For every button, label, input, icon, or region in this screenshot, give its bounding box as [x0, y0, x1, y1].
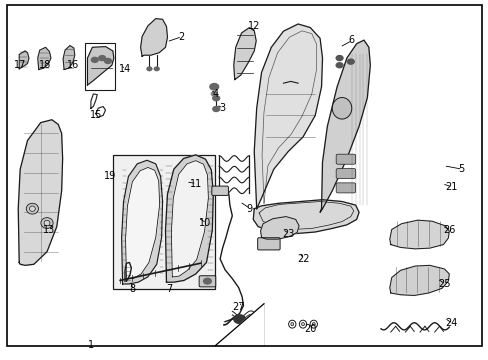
Circle shape	[335, 55, 342, 60]
FancyBboxPatch shape	[335, 183, 355, 193]
Polygon shape	[320, 40, 369, 212]
Polygon shape	[254, 24, 322, 209]
Polygon shape	[389, 265, 448, 296]
Circle shape	[211, 92, 217, 96]
Polygon shape	[19, 51, 29, 69]
Polygon shape	[141, 19, 167, 56]
Ellipse shape	[301, 323, 304, 326]
Ellipse shape	[41, 218, 53, 228]
Text: 8: 8	[129, 284, 135, 294]
FancyBboxPatch shape	[335, 154, 355, 164]
Polygon shape	[233, 28, 256, 80]
Ellipse shape	[331, 98, 351, 119]
Text: 10: 10	[199, 218, 211, 228]
FancyBboxPatch shape	[199, 276, 215, 287]
Circle shape	[99, 55, 105, 60]
Ellipse shape	[29, 206, 35, 211]
Circle shape	[212, 96, 219, 101]
Text: 16: 16	[66, 60, 79, 70]
Circle shape	[154, 67, 159, 71]
Circle shape	[91, 57, 98, 62]
Polygon shape	[253, 200, 358, 234]
Text: 20: 20	[304, 324, 316, 334]
Text: 17: 17	[14, 60, 26, 70]
Polygon shape	[215, 304, 264, 346]
Bar	[113, 155, 215, 289]
Circle shape	[212, 107, 219, 112]
Text: 11: 11	[189, 179, 202, 189]
Ellipse shape	[44, 220, 50, 226]
Text: 22: 22	[296, 254, 308, 264]
Polygon shape	[171, 161, 208, 277]
Circle shape	[335, 63, 342, 68]
Text: 12: 12	[247, 21, 260, 31]
Ellipse shape	[312, 323, 315, 326]
Circle shape	[104, 58, 111, 63]
Text: 3: 3	[219, 103, 225, 113]
Text: 23: 23	[282, 229, 294, 239]
Circle shape	[147, 67, 152, 71]
Bar	[84, 43, 115, 90]
Polygon shape	[125, 167, 159, 279]
Circle shape	[233, 315, 245, 323]
Text: 5: 5	[457, 164, 464, 174]
Text: 9: 9	[246, 204, 252, 214]
Circle shape	[346, 59, 353, 64]
Polygon shape	[63, 45, 75, 69]
FancyBboxPatch shape	[211, 186, 228, 195]
Text: 6: 6	[348, 35, 354, 45]
Polygon shape	[18, 120, 62, 265]
Text: 21: 21	[445, 182, 457, 192]
Text: 2: 2	[178, 32, 184, 41]
Text: 24: 24	[445, 319, 457, 328]
Ellipse shape	[290, 323, 293, 326]
FancyBboxPatch shape	[335, 168, 355, 179]
Text: 26: 26	[442, 225, 454, 235]
Text: 19: 19	[104, 171, 116, 181]
Text: 7: 7	[165, 284, 172, 294]
Text: 27: 27	[232, 302, 244, 312]
Polygon shape	[260, 217, 299, 239]
Polygon shape	[87, 46, 114, 85]
Circle shape	[209, 84, 218, 90]
Polygon shape	[389, 220, 448, 249]
Text: 25: 25	[437, 279, 450, 289]
Text: 1: 1	[88, 340, 94, 350]
Text: 14: 14	[119, 64, 131, 74]
Text: 4: 4	[212, 89, 218, 99]
Polygon shape	[165, 155, 213, 282]
Circle shape	[203, 278, 211, 284]
Text: 15: 15	[89, 111, 102, 121]
FancyBboxPatch shape	[257, 238, 280, 250]
Text: 13: 13	[43, 225, 56, 235]
Ellipse shape	[26, 203, 39, 214]
Polygon shape	[38, 47, 51, 69]
Polygon shape	[122, 160, 162, 284]
Text: 18: 18	[39, 60, 51, 70]
